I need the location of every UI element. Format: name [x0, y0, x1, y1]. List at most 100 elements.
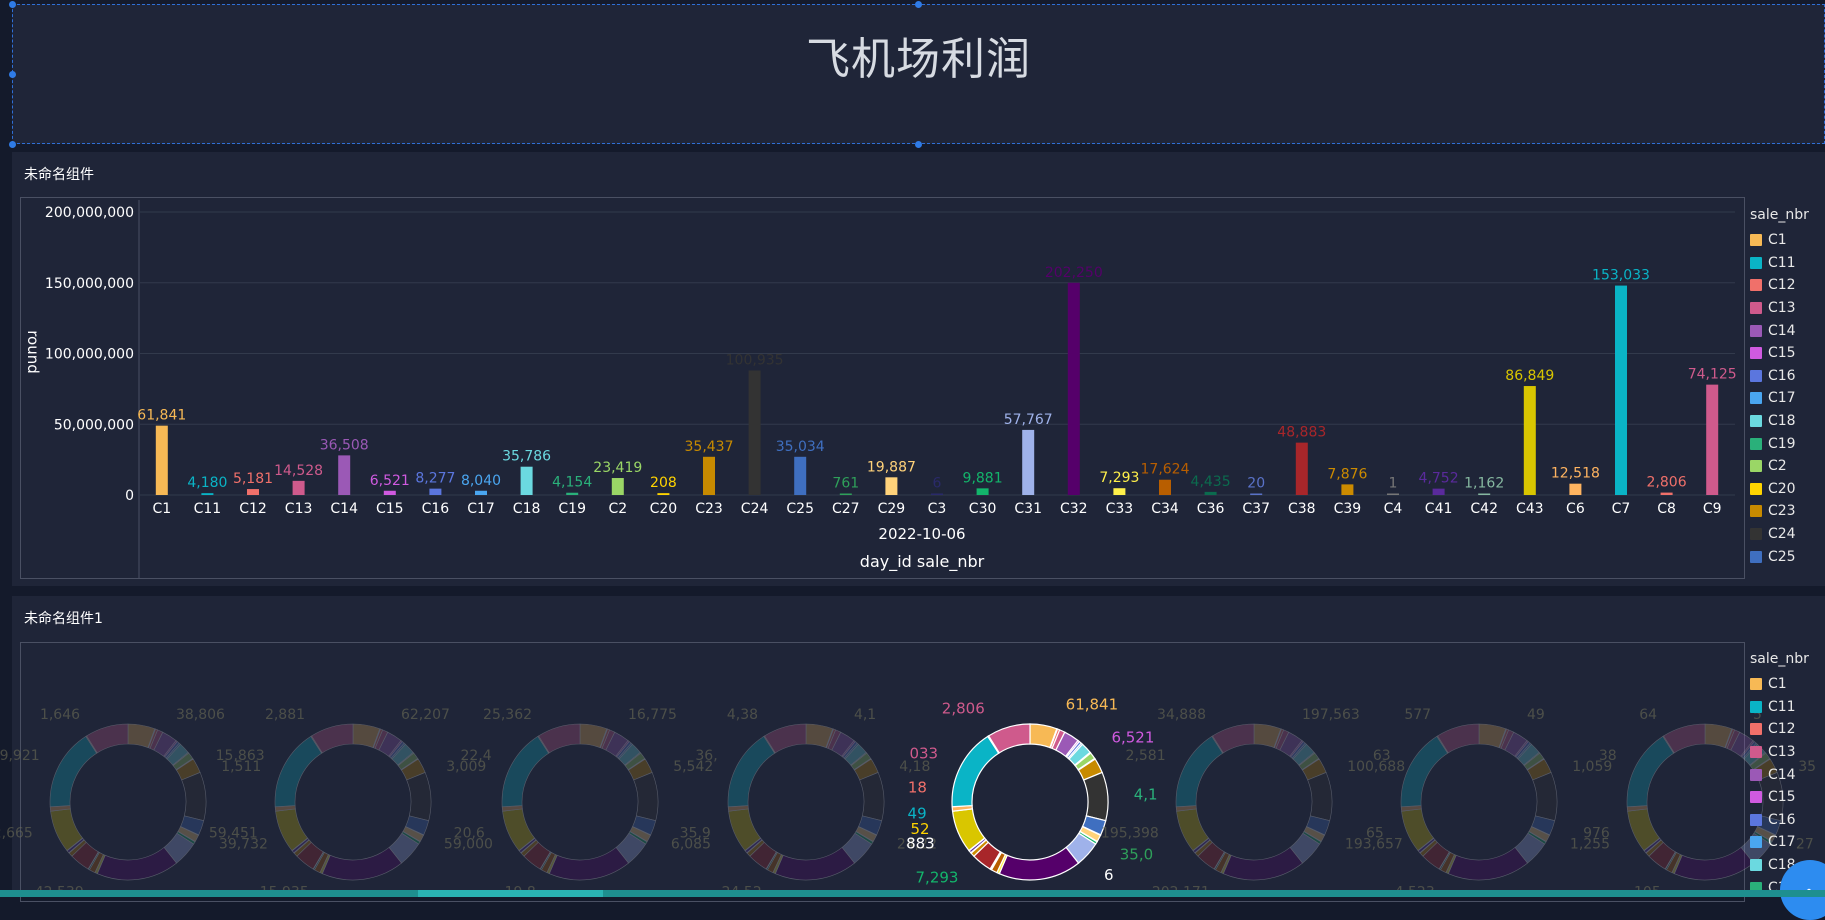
horizontal-scrollbar[interactable]	[0, 890, 1825, 897]
legend-item[interactable]: C19	[1750, 432, 1809, 455]
donut-slice[interactable]	[1308, 772, 1332, 820]
bar[interactable]	[1250, 494, 1262, 496]
donut-chart-active[interactable]	[952, 724, 1108, 880]
donut-slice[interactable]	[1674, 847, 1753, 880]
donut-slice[interactable]	[634, 772, 658, 820]
legend-item[interactable]: C11	[1750, 252, 1809, 275]
x-tick-label: C38	[1288, 501, 1316, 517]
legend-item[interactable]: C12	[1750, 274, 1809, 297]
bar[interactable]	[1706, 385, 1718, 495]
donut-chart[interactable]	[275, 724, 431, 880]
legend-item[interactable]: C13	[1750, 741, 1809, 764]
bar[interactable]	[293, 481, 305, 495]
legend-item[interactable]: C1	[1750, 673, 1809, 696]
bar[interactable]	[977, 488, 989, 495]
legend-item[interactable]: C23	[1750, 500, 1809, 523]
bar[interactable]	[794, 457, 806, 495]
bar[interactable]	[156, 426, 168, 495]
x-tick-label: C12	[239, 501, 267, 517]
slice-label: 4,1	[854, 707, 876, 723]
legend-item[interactable]: C13	[1750, 297, 1809, 320]
donut-slice[interactable]	[952, 736, 999, 806]
bar[interactable]	[1615, 286, 1627, 495]
donut-slice[interactable]	[322, 847, 401, 880]
bar[interactable]	[1661, 493, 1673, 495]
bar[interactable]	[612, 478, 624, 495]
legend-item[interactable]: C17	[1750, 387, 1809, 410]
donut-slice[interactable]	[1401, 736, 1448, 806]
donut-slice[interactable]	[1176, 736, 1223, 806]
y-tick-label: 200,000,000	[45, 205, 134, 221]
donut-slice[interactable]	[1084, 772, 1108, 820]
bar[interactable]	[657, 493, 669, 495]
bar-value-label: 1,162	[1464, 476, 1504, 492]
donut-slice[interactable]	[860, 772, 884, 820]
slice-label: 2,806	[942, 699, 985, 717]
bar[interactable]	[1387, 494, 1399, 496]
donut-chart[interactable]	[50, 724, 206, 880]
bar[interactable]	[1068, 283, 1080, 495]
donut-slice[interactable]	[775, 847, 854, 880]
donut-slice[interactable]	[182, 772, 206, 820]
bar[interactable]	[1341, 484, 1353, 495]
bar[interactable]	[1113, 488, 1125, 495]
bar[interactable]	[475, 491, 487, 495]
bar-value-label: 17,624	[1141, 462, 1190, 478]
legend-item[interactable]: C16	[1750, 809, 1809, 832]
legend-item[interactable]: C17	[1750, 831, 1809, 854]
donut-chart[interactable]	[1401, 724, 1557, 880]
legend-item[interactable]: C11	[1750, 696, 1809, 719]
bar[interactable]	[384, 491, 396, 495]
bar[interactable]	[703, 457, 715, 495]
donut-slice[interactable]	[275, 736, 322, 806]
bar[interactable]	[1205, 492, 1217, 495]
bar[interactable]	[566, 493, 578, 495]
scrollbar-thumb[interactable]	[418, 890, 603, 897]
bar-value-label: 35,437	[685, 439, 734, 455]
donut-slice[interactable]	[1448, 847, 1527, 880]
donut-chart[interactable]	[1176, 724, 1332, 880]
legend-item[interactable]: C14	[1750, 763, 1809, 786]
legend-item[interactable]: C20	[1750, 478, 1809, 501]
legend-item[interactable]: C15	[1750, 342, 1809, 365]
donut-slice[interactable]	[502, 736, 549, 806]
bar[interactable]	[931, 494, 943, 496]
donut-slice[interactable]	[1533, 772, 1557, 820]
bar[interactable]	[338, 455, 350, 495]
legend-item[interactable]: C12	[1750, 718, 1809, 741]
bar[interactable]	[885, 477, 897, 495]
bar[interactable]	[201, 493, 213, 495]
legend-item[interactable]: C15	[1750, 786, 1809, 809]
legend-item[interactable]: C18	[1750, 410, 1809, 433]
donut-slice[interactable]	[1223, 847, 1302, 880]
donut-slice[interactable]	[50, 736, 97, 806]
legend-item[interactable]: C16	[1750, 365, 1809, 388]
bar[interactable]	[1022, 430, 1034, 495]
donut-chart[interactable]	[502, 724, 658, 880]
slice-label: 34,888	[1157, 707, 1206, 723]
donut-slice[interactable]	[549, 847, 628, 880]
donut-slice[interactable]	[728, 736, 775, 806]
donut-slice[interactable]	[407, 772, 431, 820]
legend-item[interactable]: C2	[1750, 455, 1809, 478]
legend-item[interactable]: C24	[1750, 523, 1809, 546]
bar[interactable]	[749, 370, 761, 495]
legend-item[interactable]: C14	[1750, 319, 1809, 342]
bar[interactable]	[429, 489, 441, 495]
bar[interactable]	[1159, 480, 1171, 495]
legend-item[interactable]: C25	[1750, 545, 1809, 568]
bar-value-label: 12,518	[1551, 466, 1600, 482]
donut-slice[interactable]	[1627, 736, 1674, 806]
bar[interactable]	[1569, 484, 1581, 495]
bar[interactable]	[1478, 494, 1490, 496]
bar[interactable]	[247, 489, 259, 495]
bar[interactable]	[840, 494, 852, 496]
bar[interactable]	[521, 467, 533, 495]
legend-item[interactable]: C1	[1750, 229, 1809, 252]
bar[interactable]	[1433, 489, 1445, 495]
bar[interactable]	[1524, 386, 1536, 495]
donut-slice[interactable]	[97, 847, 176, 880]
donut-slice[interactable]	[999, 847, 1078, 880]
bar[interactable]	[1296, 443, 1308, 495]
donut-chart[interactable]	[728, 724, 884, 880]
